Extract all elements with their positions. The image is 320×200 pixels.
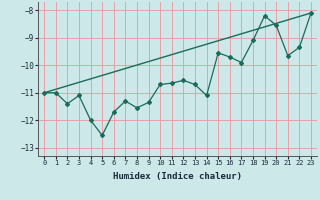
X-axis label: Humidex (Indice chaleur): Humidex (Indice chaleur) [113, 172, 242, 181]
